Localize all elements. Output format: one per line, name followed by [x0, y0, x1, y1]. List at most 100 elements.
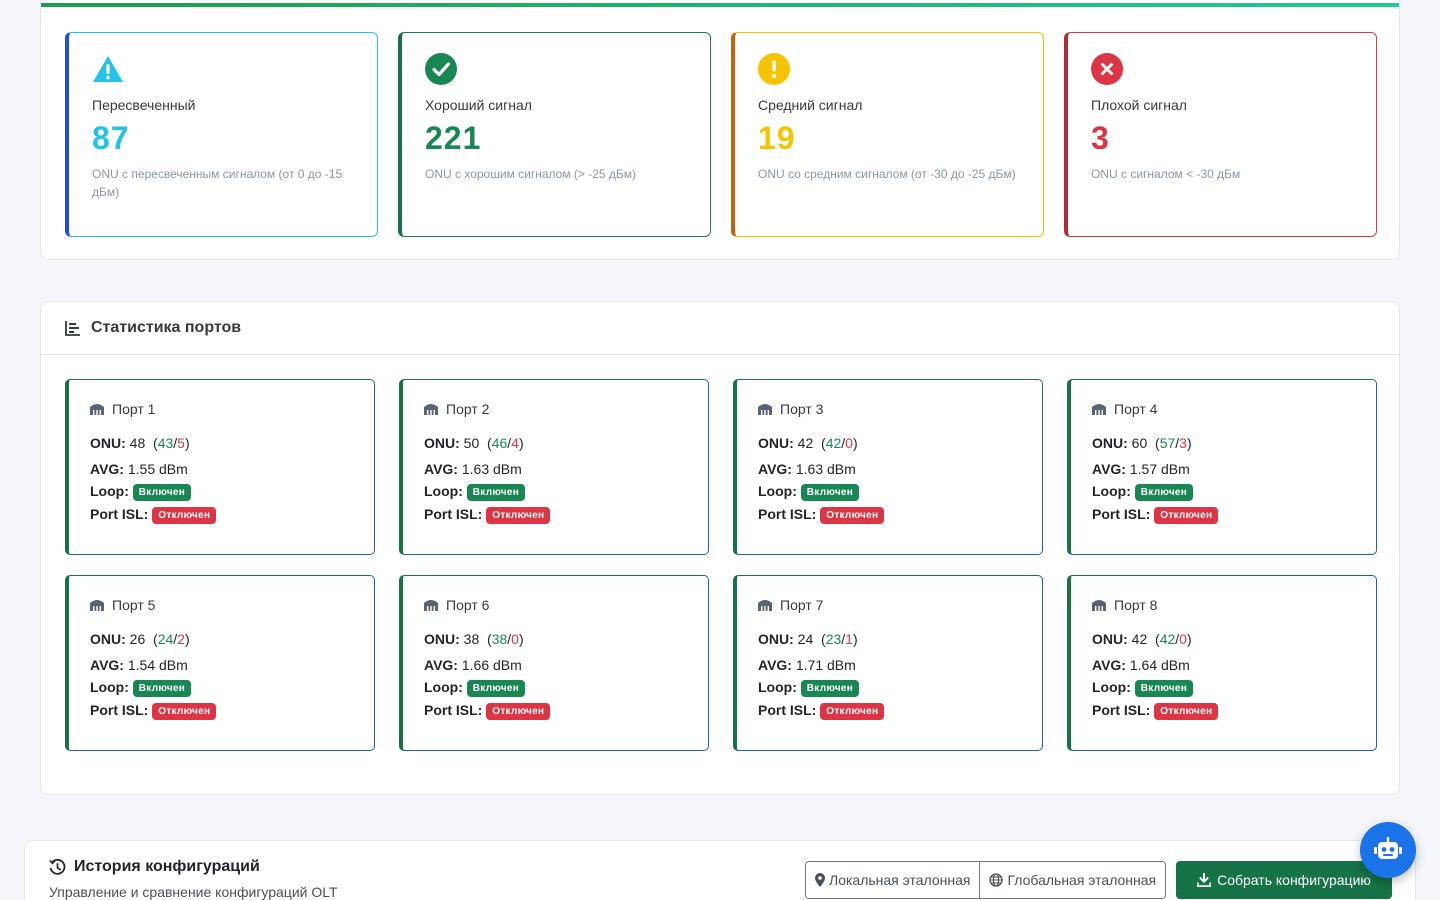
- local-reference-button[interactable]: Локальная эталонная: [806, 862, 980, 898]
- port-onu-row: ONU: 48 (43/5): [90, 435, 190, 451]
- port-name-row: Порт 5: [90, 596, 374, 614]
- onu-bad-count: 0: [845, 435, 853, 451]
- loop-label: Loop:: [1092, 483, 1131, 499]
- onu-good-count: 46: [491, 435, 508, 451]
- port-name: Порт 3: [780, 401, 824, 417]
- reference-button-group: Локальная эталонная Глобальная эталонная: [805, 861, 1167, 899]
- avg-value: 1.63 dBm: [795, 461, 856, 477]
- onu-bad-count: 3: [1179, 435, 1187, 451]
- avg-value: 1.55 dBm: [127, 461, 188, 477]
- port-loop-row: Loop: Включен: [1092, 679, 1376, 697]
- onu-count: 60: [1131, 435, 1148, 451]
- port-name: Порт 8: [1114, 597, 1158, 613]
- port-avg-row: AVG: 1.63 dBm: [424, 461, 708, 477]
- port-name-row: Порт 1: [90, 400, 374, 418]
- history-icon: [49, 858, 66, 875]
- isl-label: Port ISL:: [758, 701, 817, 718]
- loop-label: Loop:: [758, 679, 797, 695]
- isl-label: Port ISL:: [424, 505, 483, 522]
- collect-config-button[interactable]: Собрать конфигурацию: [1176, 861, 1392, 899]
- global-reference-label: Глобальная эталонная: [1007, 872, 1157, 888]
- port-onu-row: ONU: 50 (46/4): [424, 435, 524, 451]
- onu-bad-count: 1: [845, 631, 853, 647]
- isl-status-badge: Отключен: [152, 702, 217, 720]
- signal-summary-panel: Пересвеченный 87 ONU с пересвеченным сиг…: [40, 0, 1400, 260]
- onu-bad-count: 2: [177, 631, 185, 647]
- isl-label: Port ISL:: [758, 505, 817, 522]
- onu-good-count: 57: [1159, 435, 1176, 451]
- onu-good-count: 23: [825, 631, 842, 647]
- onu-count: 24: [797, 631, 814, 647]
- port-isl-row: Port ISL: Отключен: [424, 506, 708, 524]
- signal-card-desc: ONU с пересвеченным сигналом (от 0 до -1…: [92, 167, 343, 199]
- onu-bad-count: 0: [511, 631, 519, 647]
- isl-label: Port ISL:: [424, 701, 483, 718]
- port-loop-row: Loop: Включен: [424, 679, 708, 697]
- loop-label: Loop:: [424, 679, 463, 695]
- ethernet-port-icon: [1092, 600, 1106, 611]
- robot-icon: [1374, 837, 1402, 859]
- port-card-2[interactable]: Порт 2 ONU: 50 (46/4) AVG: 1.63 dBm Loop…: [399, 379, 709, 555]
- port-isl-row: Port ISL: Отключен: [758, 506, 1042, 524]
- loop-status-badge: Включен: [800, 483, 860, 501]
- signal-card-overexposed: Пересвеченный 87 ONU с пересвеченным сиг…: [65, 32, 378, 237]
- port-loop-row: Loop: Включен: [90, 483, 374, 501]
- assistant-fab-button[interactable]: [1360, 822, 1416, 878]
- config-history-heading: История конфигураций: [49, 858, 260, 876]
- avg-value: 1.64 dBm: [1129, 657, 1190, 673]
- onu-bad-count: 5: [177, 435, 185, 451]
- x-circle-icon: [1091, 53, 1123, 85]
- signal-card-bad: Плохой сигнал 3 ONU с сигналом < -30 дБм: [1064, 32, 1377, 237]
- isl-label: Port ISL:: [1092, 505, 1151, 522]
- port-name: Порт 6: [446, 597, 490, 613]
- bar-chart-icon: [65, 321, 80, 336]
- warning-icon: [93, 56, 123, 82]
- onu-bad-count: 4: [511, 435, 519, 451]
- port-name: Порт 1: [112, 401, 156, 417]
- avg-value: 1.71 dBm: [795, 657, 856, 673]
- ethernet-port-icon: [424, 404, 438, 415]
- port-card-3[interactable]: Порт 3 ONU: 42 (42/0) AVG: 1.63 dBm Loop…: [733, 379, 1043, 555]
- collect-config-label: Собрать конфигурацию: [1217, 872, 1371, 888]
- onu-good-count: 43: [157, 435, 174, 451]
- global-reference-button[interactable]: Глобальная эталонная: [979, 862, 1166, 898]
- onu-count: 26: [129, 631, 146, 647]
- port-isl-row: Port ISL: Отключен: [90, 506, 374, 524]
- port-stats-panel: Статистика портов Порт 1 ONU: 48 (43/5) …: [40, 301, 1400, 795]
- avg-value: 1.57 dBm: [1129, 461, 1190, 477]
- port-avg-row: AVG: 1.71 dBm: [758, 657, 1042, 673]
- avg-label: AVG:: [1092, 657, 1126, 673]
- avg-value: 1.66 dBm: [461, 657, 522, 673]
- isl-status-badge: Отключен: [1154, 702, 1219, 720]
- port-name-row: Порт 7: [758, 596, 1042, 614]
- signal-card-title: Средний сигнал: [758, 97, 863, 113]
- port-isl-row: Port ISL: Отключен: [758, 702, 1042, 720]
- avg-label: AVG:: [90, 657, 124, 673]
- avg-value: 1.63 dBm: [461, 461, 522, 477]
- onu-count: 48: [129, 435, 146, 451]
- port-name: Порт 7: [780, 597, 824, 613]
- config-history-panel: История конфигураций Управление и сравне…: [24, 840, 1416, 900]
- port-onu-row: ONU: 24 (23/1): [758, 631, 858, 647]
- loop-status-badge: Включен: [1134, 483, 1194, 501]
- port-card-4[interactable]: Порт 4 ONU: 60 (57/3) AVG: 1.57 dBm Loop…: [1067, 379, 1377, 555]
- port-avg-row: AVG: 1.66 dBm: [424, 657, 708, 673]
- loop-status-badge: Включен: [132, 483, 192, 501]
- signal-card-value: 19: [758, 120, 796, 156]
- loop-label: Loop:: [90, 483, 129, 499]
- port-card-1[interactable]: Порт 1 ONU: 48 (43/5) AVG: 1.55 dBm Loop…: [65, 379, 375, 555]
- port-name-row: Порт 3: [758, 400, 1042, 418]
- signal-card-medium: Средний сигнал 19 ONU со средним сигнало…: [731, 32, 1044, 237]
- avg-label: AVG:: [424, 657, 458, 673]
- onu-label: ONU:: [424, 435, 460, 451]
- onu-label: ONU:: [90, 631, 126, 647]
- port-card-6[interactable]: Порт 6 ONU: 38 (38/0) AVG: 1.66 dBm Loop…: [399, 575, 709, 751]
- signal-card-value: 3: [1091, 120, 1110, 156]
- port-card-7[interactable]: Порт 7 ONU: 24 (23/1) AVG: 1.71 dBm Loop…: [733, 575, 1043, 751]
- loop-status-badge: Включен: [1134, 679, 1194, 697]
- isl-status-badge: Отключен: [486, 506, 551, 524]
- avg-label: AVG:: [1092, 461, 1126, 477]
- port-card-5[interactable]: Порт 5 ONU: 26 (24/2) AVG: 1.54 dBm Loop…: [65, 575, 375, 751]
- port-card-8[interactable]: Порт 8 ONU: 42 (42/0) AVG: 1.64 dBm Loop…: [1067, 575, 1377, 751]
- onu-count: 50: [463, 435, 480, 451]
